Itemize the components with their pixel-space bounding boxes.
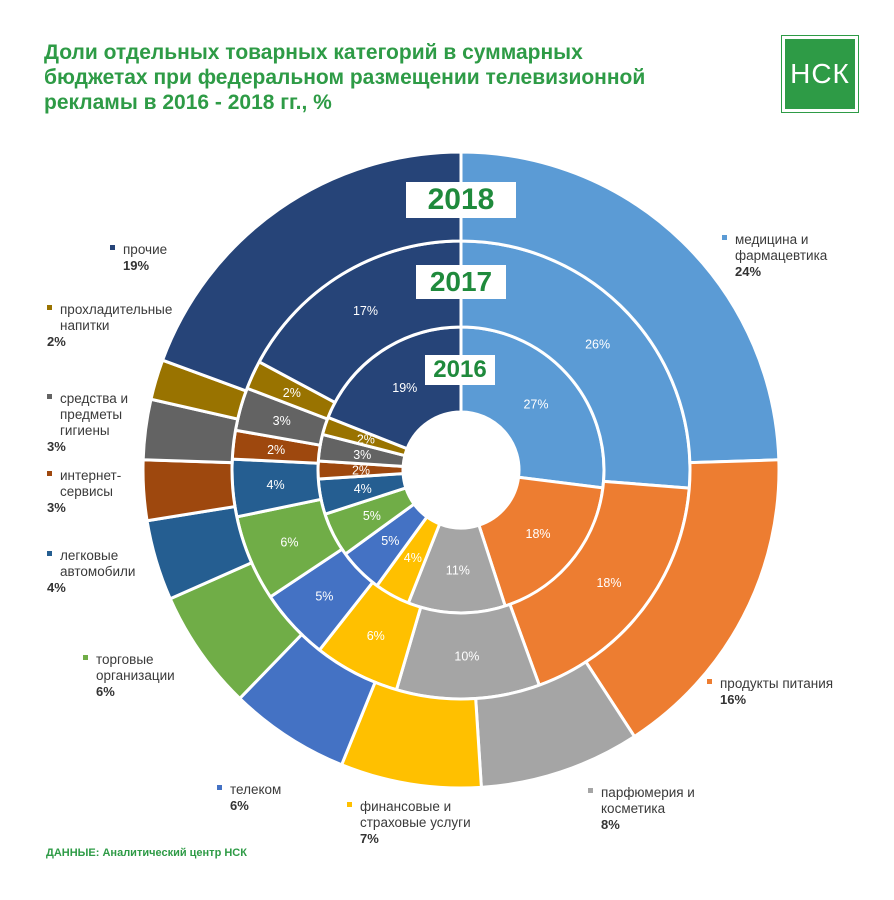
legend-label-finance: финансовые и страховые услуги	[360, 799, 471, 830]
legend-label-other: прочие	[123, 242, 168, 257]
slice-label-2017-medicine: 26%	[585, 337, 610, 351]
slice-label-2016-retail: 5%	[363, 509, 381, 523]
legend-marker-telecom	[217, 784, 222, 790]
legend-value-other: 19%	[123, 258, 150, 273]
slice-label-2017-drinks: 2%	[283, 386, 301, 400]
slice-label-2016-auto: 4%	[354, 482, 372, 496]
slice-label-2017-food: 18%	[596, 576, 621, 590]
legend-item-finance: финансовые и страховые услуги 7%	[347, 799, 500, 847]
slice-label-2017-internet: 2%	[267, 443, 285, 457]
legend-marker-hygiene	[47, 393, 52, 399]
slice-label-2017-perfume: 10%	[454, 649, 479, 663]
legend-marker-medicine	[722, 234, 727, 240]
legend-value-finance: 7%	[360, 831, 379, 846]
legend-value-internet: 3%	[47, 500, 66, 515]
slice-label-2017-other: 17%	[353, 304, 378, 318]
legend-label-perfume: парфюмерия и косметика	[601, 785, 695, 816]
ring-label-2017: 2017	[416, 265, 506, 299]
slice-label-2016-other: 19%	[392, 381, 417, 395]
legend-marker-drinks	[47, 304, 52, 310]
slice-label-2017-auto: 4%	[267, 478, 285, 492]
ring-label-2016: 2016	[425, 355, 495, 385]
legend-label-telecom: телеком	[230, 782, 282, 797]
legend-value-auto: 4%	[47, 580, 66, 595]
legend-marker-retail	[83, 654, 88, 660]
legend-item-other: прочие 19%	[110, 242, 283, 274]
slice-label-2017-telecom: 5%	[315, 590, 333, 604]
legend-item-auto: легковые автомобили 4%	[47, 548, 220, 596]
slice-label-2016-finance: 4%	[404, 551, 422, 565]
slice-label-2017-finance: 6%	[367, 629, 385, 643]
slice-label-2016-internet: 2%	[352, 464, 370, 478]
slice-label-2016-perfume: 11%	[446, 563, 470, 577]
legend-item-medicine: медицина и фармацевтика 24%	[722, 232, 875, 280]
nsk-logo: НСК	[781, 35, 859, 113]
legend-marker-finance	[347, 801, 352, 807]
legend-marker-internet	[47, 470, 52, 476]
legend-marker-auto	[47, 550, 52, 556]
slice-label-2016-hygiene: 3%	[353, 448, 371, 462]
slice-label-2016-medicine: 27%	[523, 397, 548, 411]
legend-marker-other	[110, 244, 115, 250]
slice-label-2017-hygiene: 3%	[273, 414, 291, 428]
source-note: ДАННЫЕ: Аналитический центр НСК	[46, 847, 247, 859]
legend-value-medicine: 24%	[735, 264, 762, 279]
legend-value-food: 16%	[720, 692, 747, 707]
legend-label-retail: торговые организации	[96, 652, 175, 683]
legend-item-drinks: прохладительные напитки 2%	[47, 302, 220, 350]
legend-item-internet: интернет- сервисы 3%	[47, 468, 220, 516]
chart-title: Доли отдельных товарных категорий в сумм…	[44, 41, 646, 114]
slice-label-2017-retail: 6%	[280, 535, 298, 549]
legend-item-perfume: парфюмерия и косметика 8%	[588, 785, 741, 833]
legend-value-retail: 6%	[96, 684, 115, 699]
legend-label-hygiene: средства и предметы гигиены	[60, 391, 129, 438]
legend-value-perfume: 8%	[601, 817, 620, 832]
legend-value-drinks: 2%	[47, 334, 66, 349]
legend-label-internet: интернет- сервисы	[60, 468, 122, 499]
legend-label-food: продукты питания	[720, 676, 834, 691]
legend-value-hygiene: 3%	[47, 439, 66, 454]
legend-label-drinks: прохладительные напитки	[60, 302, 173, 333]
slice-2018-other	[160, 150, 463, 393]
slice-2018-medicine	[459, 150, 781, 465]
ring-label-2018: 2018	[406, 182, 516, 218]
slice-label-2016-food: 18%	[526, 527, 551, 541]
slice-label-2016-telecom: 5%	[381, 534, 399, 548]
legend-marker-perfume	[588, 787, 593, 793]
legend-item-hygiene: средства и предметы гигиены 3%	[47, 391, 220, 455]
legend-value-telecom: 6%	[230, 798, 249, 813]
legend-marker-food	[707, 678, 712, 684]
legend-item-telecom: телеком 6%	[217, 782, 370, 814]
legend-item-retail: торговые организации 6%	[83, 652, 256, 700]
slice-label-2016-drinks: 2%	[357, 433, 375, 447]
legend-item-food: продукты питания 16%	[707, 676, 860, 708]
legend-label-auto: легковые автомобили	[60, 548, 136, 579]
legend-label-medicine: медицина и фармацевтика	[735, 232, 828, 263]
